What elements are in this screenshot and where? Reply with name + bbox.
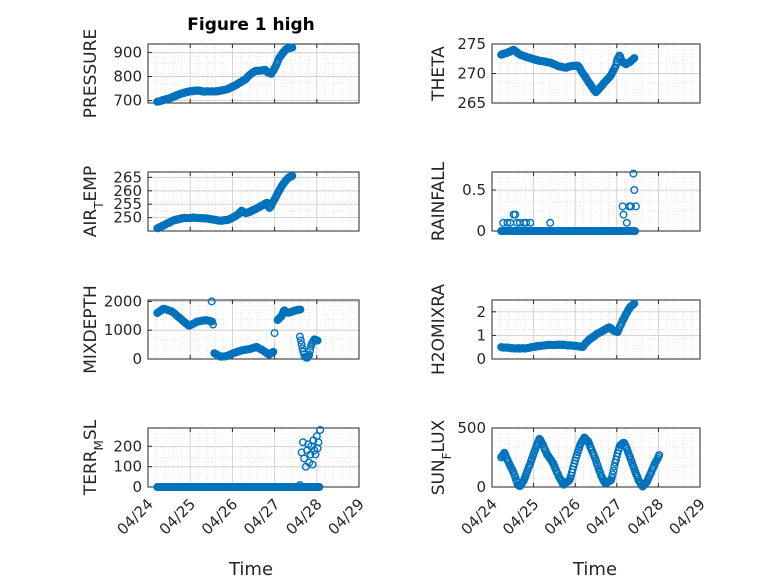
series-markers: [153, 43, 297, 106]
data-point: [607, 473, 616, 482]
series-markers: [153, 426, 325, 492]
y-tick-label: 260: [113, 182, 142, 200]
y-axis-label: THETA: [429, 46, 449, 102]
y-axis-label: PRESSURE: [81, 29, 101, 118]
data-point: [296, 305, 305, 314]
y-tick-label: 0.5: [462, 181, 486, 199]
y-axis-label: AIRTEMP: [81, 166, 106, 237]
y-tick-label: 0: [476, 350, 486, 368]
y-tick-label: 0: [132, 350, 142, 368]
data-point: [208, 320, 217, 329]
y-tick-label: 500: [457, 419, 486, 437]
axes-6: 0 1 2 H2OMIXRA: [429, 284, 701, 375]
data-point: [296, 336, 305, 345]
data-point: [288, 171, 297, 180]
figure-title: Figure 1 high: [187, 15, 315, 35]
data-point: [270, 329, 279, 338]
axes-7: 010020004/2404/2504/2604/2704/2804/29TER…: [81, 419, 368, 538]
data-point: [316, 426, 325, 435]
axes-frame: [147, 43, 360, 104]
y-tick-label: 100: [113, 458, 142, 476]
data-point: [276, 313, 285, 322]
axes-frame: [147, 299, 360, 360]
data-point: [631, 202, 640, 211]
y-axis-label: RAINFALL: [429, 161, 449, 241]
data-point: [269, 347, 278, 356]
series-markers: [153, 297, 322, 362]
x-axis-label-right: Time: [572, 559, 617, 580]
data-point: [655, 451, 664, 460]
axes-4: 0 0.5 RAINFALL: [429, 161, 701, 241]
data-point: [511, 210, 520, 219]
y-tick-label: 265: [457, 94, 486, 112]
y-tick-label: 275: [457, 35, 486, 53]
data-point: [629, 169, 638, 178]
data-point: [526, 218, 535, 227]
y-tick-label: 800: [113, 68, 142, 86]
data-point: [619, 210, 628, 219]
data-point: [305, 350, 314, 359]
axes-frame: [491, 427, 701, 488]
data-point: [207, 297, 216, 306]
y-tick-label: 2: [476, 303, 486, 321]
series-markers: [497, 169, 640, 235]
data-point: [630, 299, 639, 308]
y-tick-label: 255: [113, 195, 142, 213]
y-tick-label: 0: [476, 478, 486, 496]
data-point: [308, 460, 317, 469]
data-point: [314, 438, 323, 447]
data-point: [582, 436, 591, 445]
series-markers: [153, 171, 297, 233]
data-point: [503, 218, 512, 227]
grid-lines: [491, 172, 701, 232]
data-point: [608, 470, 617, 479]
y-tick-label: 1000: [104, 321, 142, 339]
data-point: [295, 332, 304, 341]
y-axis-label: H2OMIXRA: [429, 284, 449, 375]
data-point: [631, 226, 640, 235]
y-axis-label: SUNFLUX: [429, 419, 454, 495]
data-point: [315, 483, 324, 492]
data-point: [628, 55, 637, 64]
y-tick-label: 1: [476, 326, 486, 344]
series-markers: [497, 45, 639, 97]
y-tick-label: 900: [113, 43, 142, 61]
series-markers: [497, 299, 639, 353]
data-point: [300, 454, 309, 463]
data-point: [522, 218, 531, 227]
y-tick-label: 0: [476, 222, 486, 240]
y-tick-label: 250: [113, 209, 142, 227]
x-axis-label-left: Time: [228, 559, 273, 580]
axes-1: 700 800 900 PRESSURE: [81, 29, 360, 118]
axes-frame: [147, 171, 360, 232]
series-markers: [497, 433, 664, 491]
data-point: [313, 336, 322, 345]
y-tick-label: 265: [113, 168, 142, 186]
data-point: [609, 466, 618, 475]
y-axis-label: MIXDEPTH: [81, 285, 101, 374]
data-point: [630, 185, 639, 194]
data-point: [622, 218, 631, 227]
y-axis-label: TERRMSL: [81, 419, 106, 496]
data-point: [630, 54, 639, 63]
y-tick-label: 0: [132, 478, 142, 496]
data-point: [626, 202, 635, 211]
y-tick-label: 270: [457, 65, 486, 83]
y-tick-label: 2000: [104, 292, 142, 310]
data-point: [295, 481, 304, 490]
axes-frame: [491, 299, 701, 360]
data-point: [297, 340, 306, 349]
y-tick-label: 200: [113, 437, 142, 455]
axes-2: 265 270 275 THETA: [429, 35, 701, 112]
data-point: [546, 218, 555, 227]
y-tick-label: 700: [113, 92, 142, 110]
data-point: [288, 43, 297, 52]
